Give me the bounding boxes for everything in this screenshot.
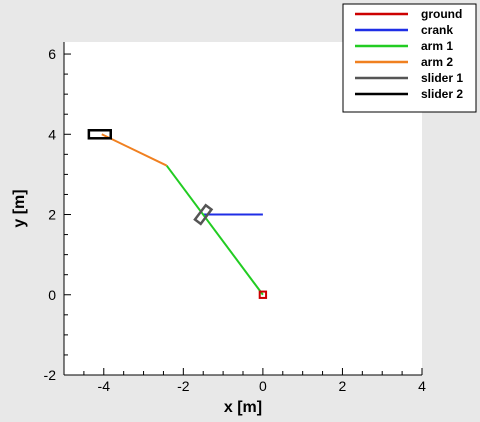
series-ground-square — [258, 290, 268, 299]
x-tick-label: -2 — [177, 378, 190, 394]
legend-label-crank: crank — [421, 23, 453, 37]
series-slider-2-rect — [87, 129, 112, 140]
y-tick-label: 4 — [48, 126, 56, 142]
y-tick-label: 6 — [48, 46, 56, 62]
y-axis-title: y [m] — [11, 189, 28, 227]
legend-label-slider-2: slider 2 — [421, 87, 463, 101]
y-tick-label: 0 — [48, 287, 56, 303]
y-tick-label: -2 — [44, 367, 57, 383]
series-arm-2-line — [101, 133, 168, 167]
series-slider-1-rect — [193, 203, 214, 226]
legend-label-arm-2: arm 2 — [421, 55, 453, 69]
x-tick-label: 4 — [418, 378, 426, 394]
x-tick-label: 0 — [259, 378, 267, 394]
x-axis-title: x [m] — [224, 399, 262, 416]
series-arm-1-line — [165, 164, 264, 296]
legend-label-ground: ground — [421, 7, 462, 21]
y-tick-label: 2 — [48, 207, 56, 223]
legend-label-slider-1: slider 1 — [421, 71, 463, 85]
x-tick-label: -4 — [98, 378, 111, 394]
x-tick-label: 2 — [339, 378, 347, 394]
legend-label-arm-1: arm 1 — [421, 39, 453, 53]
